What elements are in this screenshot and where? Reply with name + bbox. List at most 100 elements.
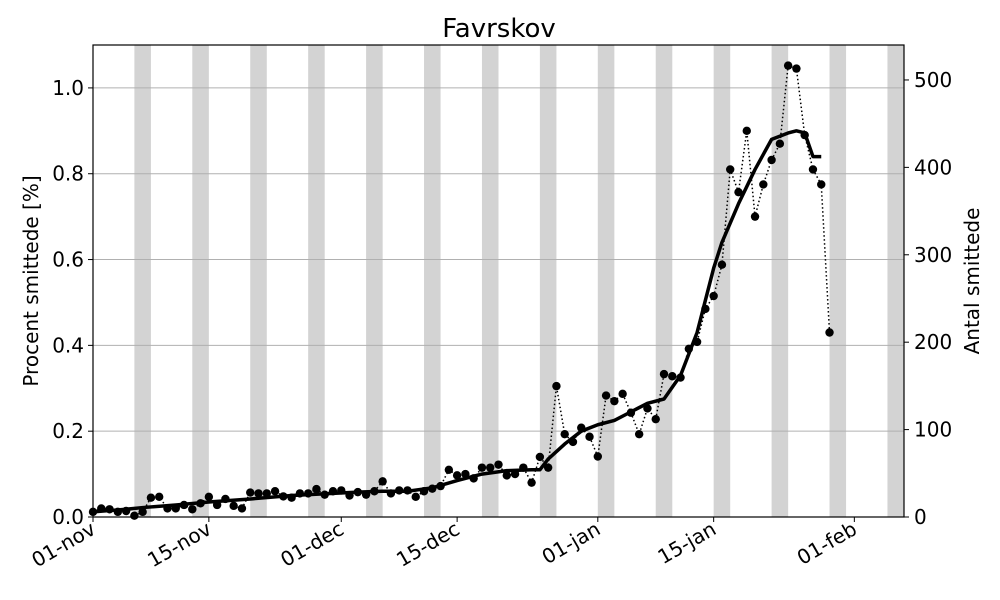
rolling-average-line bbox=[92, 129, 822, 514]
data-point bbox=[386, 489, 396, 498]
data-point bbox=[270, 487, 280, 496]
data-point bbox=[577, 423, 586, 432]
y-tick-label-left: 0.0 bbox=[52, 505, 84, 529]
data-point bbox=[701, 304, 710, 314]
data-point bbox=[767, 155, 776, 165]
data-point bbox=[568, 437, 578, 447]
data-point bbox=[593, 452, 603, 461]
data-series bbox=[88, 61, 834, 520]
x-tick-label: 01-dec bbox=[276, 517, 347, 572]
data-point bbox=[817, 180, 826, 189]
data-point bbox=[717, 260, 727, 269]
data-point bbox=[610, 396, 619, 406]
x-tick-label: 01-feb bbox=[793, 517, 861, 570]
y-axis-label-right: Antal smittede bbox=[960, 208, 984, 355]
data-point bbox=[361, 490, 371, 499]
data-point bbox=[436, 481, 445, 491]
data-point bbox=[477, 463, 487, 472]
data-point bbox=[659, 369, 669, 379]
data-point bbox=[254, 489, 263, 498]
data-point bbox=[419, 487, 429, 496]
data-point bbox=[800, 130, 809, 140]
y-tick-label-right: 0 bbox=[914, 505, 927, 529]
data-point bbox=[229, 501, 238, 511]
data-point bbox=[486, 463, 495, 472]
data-point bbox=[651, 414, 660, 424]
weekend-band bbox=[308, 45, 325, 517]
data-point bbox=[601, 391, 611, 400]
data-point bbox=[742, 126, 751, 136]
data-point bbox=[560, 429, 569, 439]
data-point bbox=[519, 463, 528, 472]
data-point bbox=[403, 486, 412, 495]
weekend-band bbox=[481, 45, 499, 517]
y-axis-label-left: Procent smittede [%] bbox=[19, 175, 43, 386]
y-tick-label-left: 0.4 bbox=[52, 333, 84, 357]
data-point bbox=[750, 212, 760, 221]
data-point bbox=[709, 291, 718, 301]
data-point bbox=[246, 488, 255, 497]
x-tick-label: 15-jan bbox=[653, 517, 720, 569]
data-point bbox=[469, 474, 478, 483]
data-point bbox=[428, 484, 437, 493]
weekend-band bbox=[829, 45, 847, 517]
data-point bbox=[461, 469, 470, 479]
y-tick-label-right: 300 bbox=[914, 243, 952, 267]
weekend-band bbox=[597, 45, 615, 517]
data-point bbox=[370, 487, 379, 496]
data-point bbox=[105, 505, 114, 514]
data-point bbox=[510, 469, 520, 479]
x-tick-label: 15-nov bbox=[143, 516, 215, 572]
data-point bbox=[155, 492, 164, 502]
data-point bbox=[212, 500, 222, 510]
data-point bbox=[138, 507, 147, 517]
data-point bbox=[394, 486, 404, 495]
data-point bbox=[676, 373, 685, 382]
data-point bbox=[502, 471, 511, 480]
data-point bbox=[130, 511, 139, 520]
data-point bbox=[792, 64, 801, 73]
data-point bbox=[494, 460, 503, 469]
y-tick-label-left: 1.0 bbox=[52, 76, 84, 100]
data-point bbox=[378, 477, 387, 486]
data-point bbox=[113, 507, 123, 517]
data-point bbox=[726, 165, 735, 174]
data-point bbox=[295, 489, 305, 498]
data-point bbox=[543, 463, 553, 472]
data-point bbox=[121, 506, 131, 516]
data-point bbox=[783, 61, 793, 70]
data-point bbox=[353, 487, 363, 497]
data-point bbox=[618, 389, 627, 399]
data-point bbox=[97, 504, 106, 513]
data-point bbox=[221, 494, 230, 504]
x-tick-label: 15-dec bbox=[392, 517, 463, 572]
data-point bbox=[262, 489, 271, 498]
data-point bbox=[692, 337, 702, 347]
data-point bbox=[552, 381, 561, 391]
data-point bbox=[320, 490, 329, 499]
data-point bbox=[411, 492, 420, 502]
weekend-shading bbox=[134, 45, 904, 517]
data-point bbox=[734, 187, 743, 197]
y-tick-label-right: 500 bbox=[914, 68, 952, 92]
data-point bbox=[452, 471, 462, 480]
y-tick-label-left: 0.8 bbox=[52, 162, 84, 186]
data-point bbox=[163, 504, 172, 513]
y-tick-label-right: 100 bbox=[914, 418, 952, 442]
data-point bbox=[643, 404, 652, 413]
weekend-band bbox=[192, 45, 209, 517]
chart-title: Favrskov bbox=[442, 14, 556, 44]
data-point bbox=[825, 328, 834, 337]
data-point bbox=[146, 493, 156, 502]
weekend-band bbox=[771, 45, 789, 517]
data-point bbox=[204, 492, 214, 502]
weekend-band bbox=[366, 45, 383, 517]
y-tick-label-right: 400 bbox=[914, 155, 952, 179]
weekend-band bbox=[250, 45, 267, 517]
weekend-band bbox=[424, 45, 441, 517]
x-tick-label: 01-jan bbox=[538, 517, 605, 569]
weekend-band bbox=[655, 45, 673, 517]
weekend-band bbox=[713, 45, 731, 517]
data-point bbox=[626, 408, 636, 417]
